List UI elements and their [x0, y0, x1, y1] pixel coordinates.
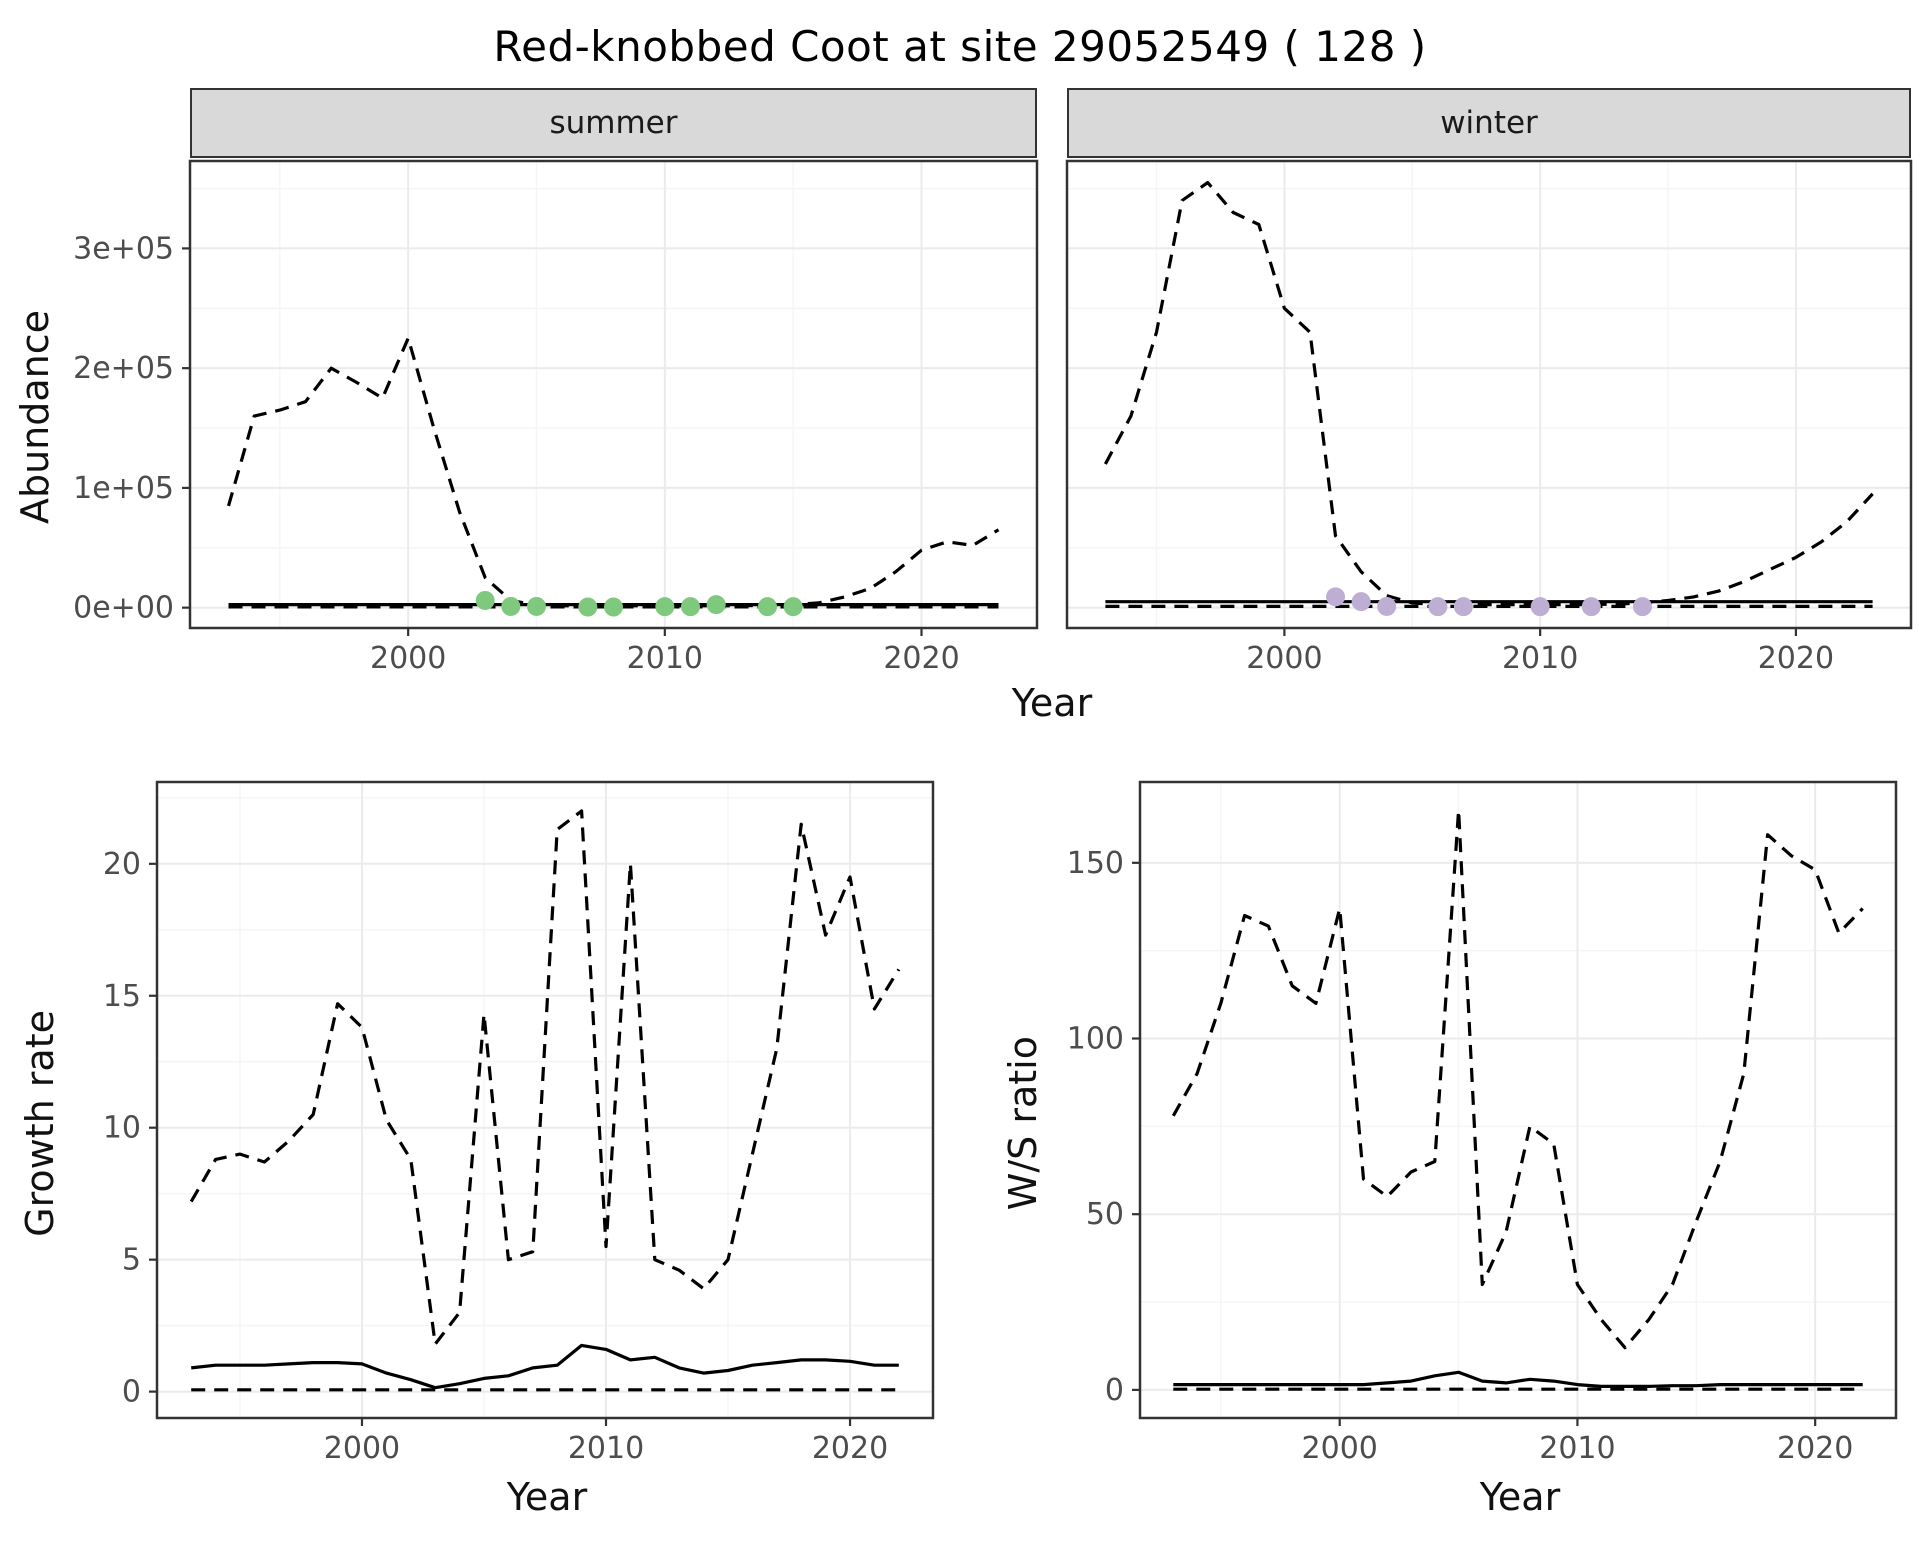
- y-tick-label: 20: [103, 847, 141, 882]
- abundance-winter-panel: 2000 2010 2020: [1064, 158, 1914, 676]
- model-upper-ci-line: [189, 809, 901, 1346]
- y-tick-label: 5: [122, 1243, 141, 1278]
- ws-x-axis-title: Year: [1479, 1475, 1561, 1519]
- x-tick-label: 2020: [812, 1431, 888, 1466]
- count-points: [783, 597, 803, 617]
- abundance-y-axis-title: Abundance: [13, 309, 57, 525]
- x-tick-label: 2000: [370, 641, 446, 676]
- model-estimate-line: [1173, 1370, 1863, 1388]
- count-points: [1530, 597, 1550, 617]
- facet-strip-winter-label: winter: [1440, 105, 1538, 141]
- series-group: [189, 809, 901, 1392]
- abundance_summer-svg: 2000 2010 2020 0e+00 1e+05 2e+05 3e+05: [73, 159, 1039, 676]
- count-points: [475, 590, 495, 610]
- y-tick-label: 150: [1067, 846, 1124, 881]
- facet-strip-winter-wrap: winter: [1064, 88, 1914, 158]
- y-tick-label: 2e+05: [73, 351, 174, 386]
- count-points: [758, 597, 777, 617]
- growth-y-axis-title-cell: Growth rate: [12, 778, 67, 1468]
- facet-strip-summer: summer: [190, 88, 1037, 158]
- growth-x-axis-title: Year: [506, 1475, 588, 1519]
- y-tick-label: 100: [1067, 1022, 1124, 1057]
- ws-ratio-chart: W/S ratio 2000 2010 2020 0 50 100 150 Year: [995, 778, 1900, 1522]
- x-tick-label: 2000: [324, 1431, 400, 1466]
- y-tick-label: 0: [122, 1375, 141, 1410]
- ws-ratio-panel: 2000 2010 2020 0 50 100 150: [1050, 778, 1900, 1468]
- series-group: [1171, 808, 1864, 1391]
- series-group: [1103, 181, 1874, 617]
- facet-strip-winter: winter: [1067, 88, 1911, 158]
- count-points: [655, 597, 675, 617]
- growth_rate-svg: 2000 2010 2020 0 5 10 15 20: [103, 780, 935, 1466]
- count-points: [604, 597, 623, 617]
- count-points: [1453, 597, 1473, 617]
- panel-background: [157, 782, 933, 1418]
- panel-background: [1067, 161, 1911, 628]
- panel-background: [190, 161, 1037, 628]
- abundance-y-axis-title-cell: Abundance: [10, 158, 60, 676]
- model-estimate-line: [191, 1343, 899, 1390]
- x-tick-label: 2010: [627, 641, 703, 676]
- abundance-figure: Abundance summer winter 2000 2010 2020 0e+0…: [0, 88, 1920, 730]
- bottom-charts-row: Growth rate 2000 2010 2020 0 5 10 15 20 Year W/…: [0, 730, 1920, 1522]
- panel-border: [1065, 159, 1913, 630]
- y-tick-label: 1e+05: [73, 471, 174, 506]
- count-points: [1326, 587, 1346, 607]
- count-points: [578, 597, 598, 617]
- abundance-summer-panel: 2000 2010 2020 0e+00 1e+05 2e+05 3e+05: [60, 158, 1040, 676]
- ws_ratio-svg: 2000 2010 2020 0 50 100 150: [1067, 780, 1898, 1466]
- growth-y-axis-title: Growth rate: [17, 1009, 62, 1237]
- count-points: [1632, 597, 1652, 617]
- y-tick-label: 10: [103, 1111, 141, 1146]
- ws-y-axis-title-cell: W/S ratio: [995, 778, 1050, 1468]
- count-points: [681, 597, 700, 617]
- y-tick-label: 0e+00: [73, 591, 174, 626]
- abundance_winter-svg: 2000 2010 2020: [1065, 159, 1913, 676]
- facet-strip-summer-label: summer: [549, 105, 678, 141]
- y-tick-label: 15: [103, 979, 141, 1014]
- x-tick-label: 2010: [1539, 1431, 1615, 1466]
- y-tick-label: 3e+05: [73, 231, 174, 266]
- x-tick-label: 2020: [883, 641, 959, 676]
- panel-border: [155, 780, 935, 1420]
- x-tick-label: 2000: [1246, 641, 1322, 676]
- count-points: [501, 596, 521, 616]
- x-tick-label: 2020: [1758, 641, 1834, 676]
- panel-border: [1138, 780, 1898, 1420]
- x-tick-label: 2010: [1502, 641, 1578, 676]
- panel-background: [1140, 782, 1896, 1418]
- abundance-x-axis-title: Year: [1011, 681, 1093, 725]
- growth-rate-panel: 2000 2010 2020 0 5 10 15 20: [67, 778, 937, 1468]
- y-tick-label: 50: [1086, 1197, 1124, 1232]
- facet-strip-summer-wrap: summer: [60, 88, 1040, 158]
- model-upper-ci-line: [1171, 808, 1864, 1350]
- count-points: [1351, 592, 1371, 612]
- count-points: [706, 595, 726, 615]
- x-tick-label: 2020: [1777, 1431, 1853, 1466]
- growth-rate-chart: Growth rate 2000 2010 2020 0 5 10 15 20 Year: [12, 778, 937, 1522]
- count-points: [1581, 597, 1601, 617]
- ws-y-axis-title: W/S ratio: [1000, 1035, 1045, 1211]
- x-tick-label: 2010: [568, 1431, 644, 1466]
- count-points: [527, 596, 546, 616]
- x-tick-label: 2000: [1302, 1431, 1378, 1466]
- series-group: [226, 336, 1000, 617]
- figure-title: Red-knobbed Coot at site 29052549 ( 128 …: [493, 22, 1427, 71]
- count-points: [1428, 597, 1448, 617]
- y-tick-label: 0: [1105, 1373, 1124, 1408]
- count-points: [1377, 596, 1397, 616]
- panel-border: [188, 159, 1039, 630]
- model-upper-ci-line: [1103, 181, 1874, 607]
